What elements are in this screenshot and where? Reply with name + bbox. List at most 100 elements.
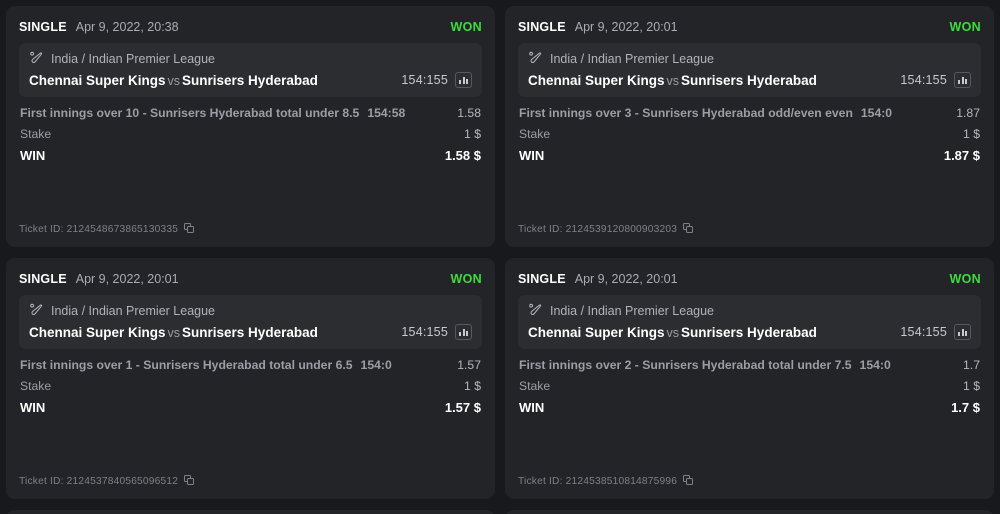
win-value: 1.87 $	[943, 148, 980, 163]
win-value: 1.57 $	[444, 400, 481, 415]
away-team: Sunrisers Hyderabad	[182, 324, 318, 340]
event-block[interactable]: India / Indian Premier League Chennai Su…	[19, 43, 482, 97]
selection-row: First innings over 10 - Sunrisers Hydera…	[20, 106, 481, 120]
ticket-id-label: Ticket ID: 2124538510814875996	[518, 476, 677, 487]
stake-label: Stake	[519, 127, 551, 141]
match-row: Chennai Super Kings vs Sunrisers Hyderabad…	[29, 72, 472, 88]
cricket-bat-ball-icon	[29, 303, 44, 318]
win-row: WIN 1.87 $	[519, 148, 980, 163]
away-team: Sunrisers Hyderabad	[182, 72, 318, 88]
teams-label: Chennai Super Kings vs Sunrisers Hyderabad	[528, 325, 817, 340]
score-wrap: 154:155	[401, 72, 472, 88]
bet-card-header: SINGLE Apr 9, 2022, 20:01 WON	[518, 268, 981, 290]
bet-date: Apr 9, 2022, 20:01	[75, 272, 179, 286]
status-badge: WON	[450, 272, 482, 286]
vs-label: vs	[666, 73, 680, 88]
win-label: WIN	[519, 148, 545, 163]
match-row: Chennai Super Kings vs Sunrisers Hyderabad…	[528, 324, 971, 340]
score-wrap: 154:155	[401, 324, 472, 340]
stake-value: 1 $	[464, 379, 481, 393]
ticket-id-value: 2124537840565096512	[66, 475, 179, 487]
card-footer: Ticket ID: 2124537840565096512	[19, 475, 482, 499]
league-row: India / Indian Premier League	[29, 303, 472, 318]
match-score: 154:155	[900, 325, 947, 339]
bet-card[interactable]: SINGLE Apr 9, 2022, 20:38 WON India / In…	[6, 6, 495, 247]
match-row: Chennai Super Kings vs Sunrisers Hyderabad…	[528, 72, 971, 88]
win-row: WIN 1.58 $	[20, 148, 481, 163]
ticket-id-label: Ticket ID: 2124548673865130335	[19, 224, 178, 235]
selection-label: First innings over 1 - Sunrisers Hyderab…	[20, 358, 353, 372]
score-wrap: 154:155	[900, 72, 971, 88]
ticket-id-label: Ticket ID: 2124537840565096512	[19, 476, 178, 487]
card-footer: Ticket ID: 2124548673865130335	[19, 223, 482, 247]
bet-card[interactable]: SINGLE Apr 9, 2022, 20:01 WON India / In…	[505, 258, 994, 499]
status-badge: WON	[949, 20, 981, 34]
win-label: WIN	[20, 148, 46, 163]
selection-rows: First innings over 10 - Sunrisers Hydera…	[19, 101, 482, 170]
league-name: India / Indian Premier League	[51, 51, 215, 66]
league-row: India / Indian Premier League	[29, 51, 472, 66]
match-score: 154:155	[401, 325, 448, 339]
bet-card-header: SINGLE Apr 9, 2022, 20:01 WON	[19, 268, 482, 290]
bar-chart-icon[interactable]	[455, 324, 472, 340]
score-wrap: 154:155	[900, 324, 971, 340]
teams-label: Chennai Super Kings vs Sunrisers Hyderabad	[29, 325, 318, 340]
selection-label: First innings over 2 - Sunrisers Hyderab…	[519, 358, 852, 372]
stake-label: Stake	[20, 127, 52, 141]
selection-rows: First innings over 2 - Sunrisers Hyderab…	[518, 353, 981, 422]
copy-icon[interactable]	[683, 475, 695, 487]
cricket-bat-ball-icon	[29, 51, 44, 66]
copy-icon[interactable]	[184, 475, 196, 487]
win-row: WIN 1.57 $	[20, 400, 481, 415]
win-label: WIN	[519, 400, 545, 415]
selection-score: 154:0	[859, 358, 891, 372]
bet-card[interactable]: SINGLE Apr 9, 2022, 20:01 WON India / In…	[505, 6, 994, 247]
bet-date: Apr 9, 2022, 20:38	[75, 20, 179, 34]
league-row: India / Indian Premier League	[528, 303, 971, 318]
stake-row: Stake 1 $	[20, 379, 481, 393]
bar-chart-icon[interactable]	[455, 72, 472, 88]
bet-card-next-partial[interactable]	[505, 510, 994, 514]
bet-card-next-partial[interactable]	[6, 510, 495, 514]
bet-card[interactable]: SINGLE Apr 9, 2022, 20:01 WON India / In…	[6, 258, 495, 499]
bar-chart-icon[interactable]	[954, 72, 971, 88]
event-block[interactable]: India / Indian Premier League Chennai Su…	[518, 295, 981, 349]
win-label: WIN	[20, 400, 46, 415]
match-score: 154:155	[401, 73, 448, 87]
copy-icon[interactable]	[683, 223, 695, 235]
bet-type-label: SINGLE	[518, 20, 566, 34]
cricket-bat-ball-icon	[528, 51, 543, 66]
stake-value: 1 $	[464, 127, 481, 141]
match-row: Chennai Super Kings vs Sunrisers Hyderabad…	[29, 324, 472, 340]
home-team: Chennai Super Kings	[528, 72, 665, 88]
ticket-id-label: Ticket ID: 2124539120800903203	[518, 224, 677, 235]
vs-label: vs	[666, 325, 680, 340]
selection-odds: 1.7	[963, 358, 980, 372]
league-name: India / Indian Premier League	[550, 51, 714, 66]
copy-icon[interactable]	[184, 223, 196, 235]
stake-row: Stake 1 $	[20, 127, 481, 141]
home-team: Chennai Super Kings	[29, 72, 166, 88]
event-block[interactable]: India / Indian Premier League Chennai Su…	[19, 295, 482, 349]
ticket-id-prefix: Ticket ID:	[518, 475, 563, 487]
status-badge: WON	[949, 272, 981, 286]
ticket-id-value: 2124538510814875996	[565, 475, 678, 487]
card-footer: Ticket ID: 2124539120800903203	[518, 223, 981, 247]
win-row: WIN 1.7 $	[519, 400, 980, 415]
vs-label: vs	[167, 73, 181, 88]
ticket-id-prefix: Ticket ID:	[518, 223, 563, 235]
win-value: 1.58 $	[444, 148, 481, 163]
away-team: Sunrisers Hyderabad	[681, 72, 817, 88]
selection-label: First innings over 3 - Sunrisers Hyderab…	[519, 106, 853, 120]
selection-row: First innings over 3 - Sunrisers Hyderab…	[519, 106, 980, 120]
ticket-id-prefix: Ticket ID:	[19, 223, 64, 235]
ticket-id-value: 2124548673865130335	[66, 223, 179, 235]
league-row: India / Indian Premier League	[528, 51, 971, 66]
stake-value: 1 $	[963, 127, 980, 141]
event-block[interactable]: India / Indian Premier League Chennai Su…	[518, 43, 981, 97]
bar-chart-icon[interactable]	[954, 324, 971, 340]
stake-row: Stake 1 $	[519, 127, 980, 141]
selection-odds: 1.58	[457, 106, 481, 120]
teams-label: Chennai Super Kings vs Sunrisers Hyderabad	[29, 73, 318, 88]
